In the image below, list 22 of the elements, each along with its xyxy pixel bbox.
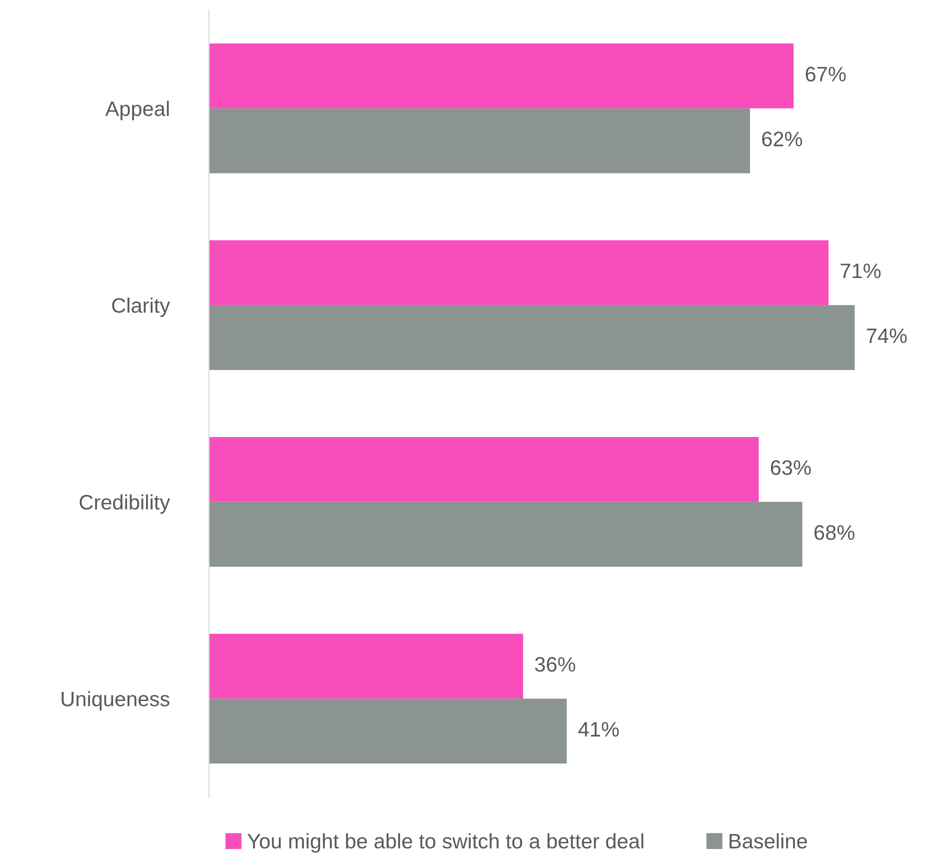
data-label: 74% xyxy=(866,328,907,344)
bar xyxy=(209,502,802,567)
y-tick-label: Credibility xyxy=(80,494,170,514)
bar xyxy=(209,108,750,174)
bar xyxy=(209,436,759,502)
y-tick-label: Clarity xyxy=(112,298,170,317)
data-label: 62% xyxy=(762,132,802,146)
bar xyxy=(209,240,829,306)
data-label: 68% xyxy=(814,525,854,540)
y-tick-label: Uniqueness xyxy=(62,691,170,710)
bar xyxy=(209,305,855,370)
y-tick-label: Appeal xyxy=(105,100,169,120)
legend-label: Baseline xyxy=(730,833,807,849)
bar xyxy=(209,634,524,699)
data-label: 63% xyxy=(770,460,811,476)
legend-label: You might be able to switch to a better deal xyxy=(247,833,644,853)
data-label: 41% xyxy=(578,722,619,737)
bar xyxy=(209,698,567,764)
data-label: 36% xyxy=(535,657,576,672)
data-label: 71% xyxy=(840,264,881,278)
data-label: 67% xyxy=(806,66,846,82)
bar xyxy=(209,43,794,108)
